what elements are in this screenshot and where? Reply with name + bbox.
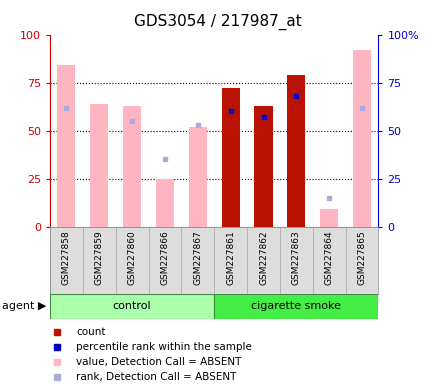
- Text: agent ▶: agent ▶: [2, 301, 46, 311]
- Bar: [352, 50, 370, 227]
- Bar: [115, 227, 148, 294]
- Bar: [155, 179, 174, 227]
- Bar: [214, 294, 378, 319]
- Bar: [188, 127, 207, 227]
- Text: GSM227864: GSM227864: [324, 230, 333, 285]
- Text: GSM227863: GSM227863: [291, 230, 300, 285]
- Bar: [312, 227, 345, 294]
- Bar: [181, 227, 214, 294]
- Text: GSM227862: GSM227862: [258, 230, 267, 285]
- Bar: [50, 227, 82, 294]
- Text: GSM227865: GSM227865: [357, 230, 366, 285]
- Bar: [286, 75, 305, 227]
- Text: GDS3054 / 217987_at: GDS3054 / 217987_at: [133, 13, 301, 30]
- Bar: [319, 209, 338, 227]
- Bar: [214, 227, 247, 294]
- Text: value, Detection Call = ABSENT: value, Detection Call = ABSENT: [76, 357, 241, 367]
- Bar: [57, 65, 76, 227]
- Bar: [90, 104, 108, 227]
- Text: GSM227860: GSM227860: [127, 230, 136, 285]
- Text: control: control: [112, 301, 151, 311]
- Text: rank, Detection Call = ABSENT: rank, Detection Call = ABSENT: [76, 372, 236, 382]
- Bar: [123, 106, 141, 227]
- Bar: [148, 227, 181, 294]
- Text: GSM227861: GSM227861: [226, 230, 235, 285]
- Text: cigarette smoke: cigarette smoke: [251, 301, 341, 311]
- Bar: [50, 294, 214, 319]
- Text: GSM227858: GSM227858: [62, 230, 71, 285]
- Text: GSM227867: GSM227867: [193, 230, 202, 285]
- Bar: [345, 227, 378, 294]
- Text: percentile rank within the sample: percentile rank within the sample: [76, 342, 251, 352]
- Bar: [221, 88, 239, 227]
- Text: GSM227859: GSM227859: [95, 230, 104, 285]
- Text: count: count: [76, 327, 105, 337]
- Bar: [82, 227, 115, 294]
- Text: GSM227866: GSM227866: [160, 230, 169, 285]
- Bar: [247, 227, 279, 294]
- Bar: [254, 106, 272, 227]
- Bar: [279, 227, 312, 294]
